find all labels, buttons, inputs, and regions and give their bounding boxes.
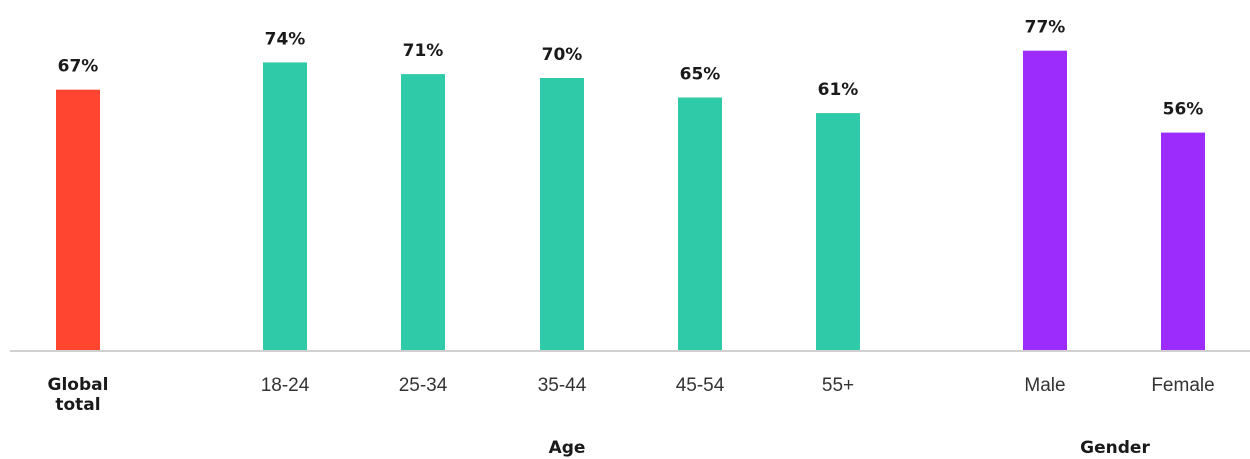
- value-label-7: 56%: [1163, 100, 1204, 120]
- category-label-4: 45-54: [676, 375, 725, 396]
- category-label-0: Global total: [48, 375, 109, 415]
- value-label-5: 61%: [818, 80, 859, 100]
- bar-7: [1161, 132, 1205, 351]
- category-label-7: Female: [1151, 375, 1214, 396]
- bar-1: [263, 62, 307, 352]
- bar-5: [816, 113, 860, 351]
- bars-layer: [56, 50, 1205, 352]
- value-label-3: 70%: [542, 45, 583, 65]
- category-label-1: 18-24: [261, 375, 310, 396]
- value-label-1: 74%: [265, 29, 306, 49]
- bar-2: [401, 74, 445, 351]
- bar-6: [1023, 50, 1067, 351]
- value-label-2: 71%: [403, 41, 444, 61]
- value-label-4: 65%: [680, 65, 721, 85]
- value-label-6: 77%: [1025, 18, 1066, 38]
- category-labels-layer: Global total 18-24 25-34 35-44 45-54 55+ Male Fe…: [48, 375, 1215, 415]
- category-label-2: 25-34: [399, 375, 448, 396]
- value-label-0: 67%: [58, 57, 99, 77]
- bar-4: [678, 97, 722, 351]
- category-label-5: 55+: [822, 375, 854, 396]
- bar-0: [56, 89, 100, 351]
- category-label-6: Male: [1024, 375, 1065, 396]
- value-labels-layer: 67% 74% 71% 70% 65% 61% 77% 56%: [58, 18, 1204, 120]
- group-label-age: Age: [549, 438, 586, 458]
- category-label-3: 35-44: [538, 375, 587, 396]
- bar-3: [540, 78, 584, 351]
- group-label-gender: Gender: [1080, 438, 1150, 458]
